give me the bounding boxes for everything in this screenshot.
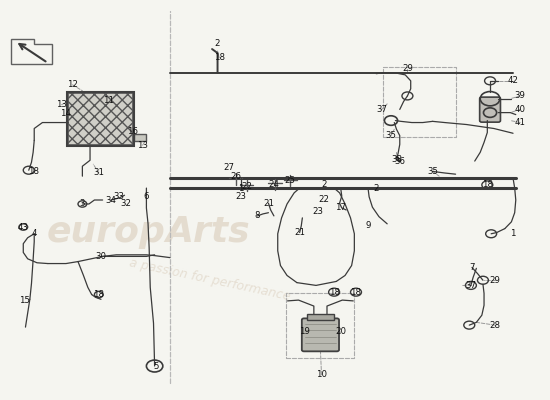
Text: 12: 12 [67,80,78,89]
Text: 21: 21 [263,199,274,208]
Text: 37: 37 [465,281,476,290]
Text: 7: 7 [469,263,475,272]
Text: 41: 41 [515,118,526,127]
Bar [68,93,133,145]
Text: 18: 18 [328,288,339,297]
FancyBboxPatch shape [302,318,339,351]
Text: 20: 20 [335,327,346,336]
Text: 18: 18 [214,53,225,62]
Text: 32: 32 [120,200,131,208]
Text: 13: 13 [56,100,67,109]
Text: 13: 13 [137,141,148,150]
Text: 1: 1 [238,184,244,193]
Text: 23: 23 [312,208,323,216]
Text: 39: 39 [515,92,526,100]
Text: 43: 43 [18,222,29,232]
Text: 5: 5 [153,362,159,370]
Text: 35: 35 [427,167,438,176]
Text: 14: 14 [60,109,72,118]
Text: 15: 15 [19,296,30,305]
Text: 21: 21 [294,228,305,237]
Text: 11: 11 [103,96,114,105]
Text: 22: 22 [241,182,252,190]
Text: Arts: Arts [166,215,250,249]
Text: 19: 19 [299,327,310,336]
Text: 18: 18 [482,180,493,190]
Text: 2: 2 [322,180,327,189]
Bar [307,314,334,320]
Text: 25: 25 [285,176,296,186]
Bar [134,134,146,141]
Text: 22: 22 [319,196,330,204]
Text: europ: europ [47,215,166,249]
Text: 23: 23 [235,192,246,201]
Text: 2: 2 [215,38,221,48]
Text: 33: 33 [113,192,124,201]
Text: 29: 29 [402,64,413,74]
Text: 26: 26 [230,172,241,182]
Text: 9: 9 [365,221,371,230]
Text: 37: 37 [376,105,387,114]
Text: 24: 24 [268,180,279,190]
Text: 4: 4 [31,229,37,238]
Text: 31: 31 [94,168,104,178]
Text: 18: 18 [28,167,38,176]
Text: 28: 28 [490,321,500,330]
Text: a passion for performance: a passion for performance [128,256,291,303]
Text: 29: 29 [490,276,500,285]
Text: 40: 40 [515,105,526,114]
FancyBboxPatch shape [480,97,501,122]
Text: 10: 10 [316,370,327,379]
Bar [67,92,134,146]
Text: 17: 17 [335,203,346,212]
Text: 34: 34 [106,196,117,205]
Text: 27: 27 [223,163,234,172]
Text: 30: 30 [96,252,107,261]
Text: 18: 18 [94,290,104,299]
Text: 38: 38 [391,155,402,164]
Text: 42: 42 [508,76,519,85]
Text: 2: 2 [373,184,379,192]
Text: 6: 6 [144,192,149,200]
Text: 3: 3 [80,200,85,208]
Text: 1: 1 [510,229,516,238]
Text: 35: 35 [386,131,397,140]
Text: 36: 36 [394,156,405,166]
Text: 8: 8 [255,211,260,220]
Text: 18: 18 [350,288,361,297]
Text: 16: 16 [127,127,138,136]
